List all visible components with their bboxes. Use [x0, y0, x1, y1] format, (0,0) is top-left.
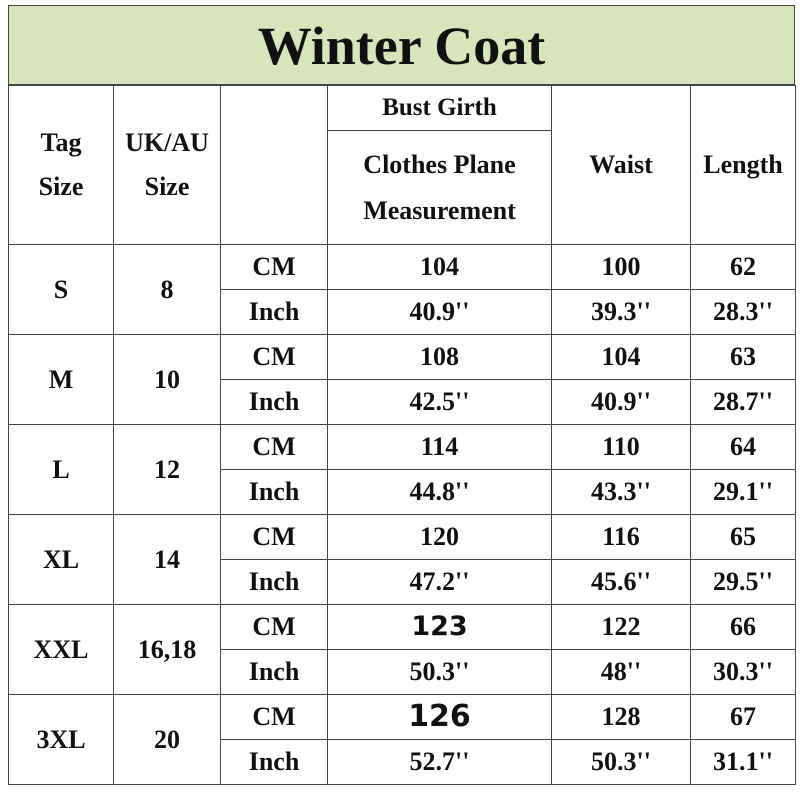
bust-value: 52.7''	[327, 739, 552, 785]
uk-size: 20	[113, 694, 221, 785]
length-value: 66	[690, 604, 796, 650]
table-row: XXL 16,18 CM 123 122 66	[8, 604, 796, 695]
length-value: 29.5''	[690, 559, 796, 605]
table-row: Inch 47.2'' 45.6'' 29.5''	[9, 559, 796, 605]
unit: Inch	[220, 469, 328, 515]
tag-size: XL	[8, 514, 114, 605]
length-value: 62	[690, 244, 796, 290]
table-row: Clothes Plane Measurement	[9, 130, 796, 245]
header-cell: Waist	[551, 85, 691, 245]
table-row: S 8 CM 104 100 62	[8, 244, 796, 335]
waist-value: 100	[551, 244, 691, 290]
waist-value: 128	[551, 694, 691, 740]
waist-value: 110	[551, 424, 691, 470]
bust-value: 120	[327, 514, 552, 560]
bust-value: 50.3''	[327, 649, 552, 695]
unit: Inch	[220, 559, 328, 605]
header-cell: Clothes Plane Measurement	[327, 130, 552, 245]
uk-size: 8	[113, 244, 221, 335]
bust-value: 104	[327, 244, 552, 290]
header-cell: UK/AU Size	[113, 85, 221, 245]
waist-value: 39.3''	[551, 289, 691, 335]
tag-size: L	[8, 424, 114, 515]
table-row: XL 14 CM 120 116 65	[8, 514, 796, 605]
unit: CM	[220, 244, 328, 290]
length-value: 29.1''	[690, 469, 796, 515]
length-value: 65	[690, 514, 796, 560]
unit: Inch	[220, 379, 328, 425]
unit: Inch	[220, 289, 328, 335]
uk-size: 16,18	[113, 604, 221, 695]
bust-value: 123	[327, 604, 552, 650]
bust-value: 47.2''	[327, 559, 552, 605]
waist-value: 45.6''	[551, 559, 691, 605]
length-value: 28.3''	[690, 289, 796, 335]
uk-size: 14	[113, 514, 221, 605]
waist-value: 48''	[551, 649, 691, 695]
uk-size: 12	[113, 424, 221, 515]
tag-size: XXL	[8, 604, 114, 695]
tag-size: M	[8, 334, 114, 425]
table-row: L 12 CM 114 110 64	[8, 424, 796, 515]
length-value: 63	[690, 334, 796, 380]
length-value: 28.7''	[690, 379, 796, 425]
unit: CM	[220, 424, 328, 470]
header-cell: Bust Girth	[327, 85, 552, 131]
table-row: Inch 42.5'' 40.9'' 28.7''	[9, 379, 796, 425]
unit: CM	[220, 604, 328, 650]
bust-value: 114	[327, 424, 552, 470]
bust-value: 40.9''	[327, 289, 552, 335]
tag-size: 3XL	[8, 694, 114, 785]
bust-value: 108	[327, 334, 552, 380]
header-cell: Length	[690, 85, 796, 245]
length-value: 64	[690, 424, 796, 470]
uk-size: 10	[113, 334, 221, 425]
table-row: Inch 50.3'' 48'' 30.3''	[9, 649, 796, 695]
table-row: 3XL 20 CM 126 128 67	[8, 694, 796, 785]
table-row: Inch 52.7'' 50.3'' 31.1''	[9, 739, 796, 785]
title: Winter Coat	[8, 5, 795, 85]
table-row: Inch 40.9'' 39.3'' 28.3''	[9, 289, 796, 335]
unit: Inch	[220, 739, 328, 785]
size-table: Tag Size UK/AU Size Bust Girth Waist Length C…	[8, 85, 796, 785]
length-value: 31.1''	[690, 739, 796, 785]
bust-value: 44.8''	[327, 469, 552, 515]
unit: CM	[220, 514, 328, 560]
bust-value: 126	[327, 694, 552, 740]
length-value: 30.3''	[690, 649, 796, 695]
waist-value: 122	[551, 604, 691, 650]
table-row: M 10 CM 108 104 63	[8, 334, 796, 425]
length-value: 67	[690, 694, 796, 740]
table-row: Tag Size UK/AU Size Bust Girth Waist Length	[8, 85, 796, 245]
unit: CM	[220, 694, 328, 740]
waist-value: 43.3''	[551, 469, 691, 515]
waist-value: 116	[551, 514, 691, 560]
waist-value: 104	[551, 334, 691, 380]
unit: Inch	[220, 649, 328, 695]
header-cell	[220, 85, 328, 245]
tag-size: S	[8, 244, 114, 335]
waist-value: 50.3''	[551, 739, 691, 785]
bust-value: 42.5''	[327, 379, 552, 425]
header-cell: Tag Size	[8, 85, 114, 245]
unit: CM	[220, 334, 328, 380]
waist-value: 40.9''	[551, 379, 691, 425]
